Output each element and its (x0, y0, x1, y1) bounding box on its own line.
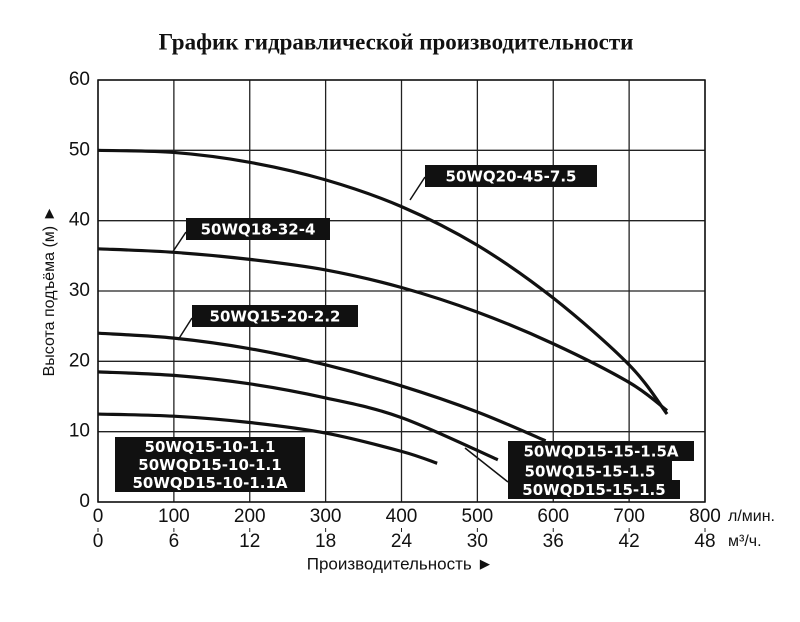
x2-tick-label: 0 (93, 531, 104, 552)
series-label-box (192, 305, 358, 327)
y-tick-label: 30 (69, 280, 90, 301)
annotation-box (115, 455, 305, 474)
y-tick-label: 10 (69, 421, 90, 442)
x-axis-label: Производительность ► (307, 554, 494, 573)
x2-tick-label: 12 (239, 531, 260, 552)
y-tick-label: 40 (69, 210, 90, 231)
curve (97, 148, 669, 416)
annotation: 50WQD15-10-1.1A (132, 474, 287, 492)
x-unit: л/мин. (728, 508, 775, 525)
annotation-box (508, 480, 680, 499)
annotation: 50WQ15-10-1.1 (145, 438, 276, 456)
leader-line (171, 231, 187, 254)
series-label-box (186, 218, 330, 240)
annotation-box (508, 441, 694, 461)
x2-unit: м³/ч. (728, 533, 762, 550)
x2-tick-label: 18 (315, 531, 336, 552)
annotation-box (115, 473, 305, 492)
curve (97, 370, 499, 462)
annotation-box (508, 461, 672, 481)
curve (97, 247, 669, 412)
x2-tick-label: 24 (391, 531, 413, 552)
y-tick-label: 60 (69, 69, 90, 90)
leader-line (409, 176, 426, 201)
x2-tick-label: 30 (467, 531, 488, 552)
x-tick-label: 800 (689, 506, 721, 527)
curve (97, 412, 438, 465)
x2-tick-label: 6 (169, 531, 180, 552)
annotation: 50WQD15-15-1.5A (523, 443, 678, 461)
leader-line (464, 447, 509, 483)
series-label: 50WQ15-20-2.2 (210, 308, 341, 326)
annotation: 50WQ15-15-1.5 (525, 463, 656, 481)
series-label: 50WQ18-32-4 (201, 221, 316, 239)
x2-tick-label: 36 (543, 531, 564, 552)
annotation: 50WQD15-15-1.5 (522, 481, 665, 499)
annotation-box (115, 437, 305, 456)
x-tick-label: 500 (462, 506, 494, 527)
x-tick-label: 600 (537, 506, 569, 527)
leader-line (177, 317, 193, 341)
x-tick-label: 300 (310, 506, 342, 527)
y-tick-label: 0 (79, 491, 90, 512)
x-tick-label: 100 (158, 506, 190, 527)
curve (97, 331, 547, 443)
y-axis-label: Высота подъёма (м) ► (41, 206, 58, 377)
series-label: 50WQ20-45-7.5 (446, 168, 577, 186)
y-tick-label: 50 (69, 139, 90, 160)
y-tick-label: 20 (69, 350, 90, 371)
series-label-box (425, 165, 597, 187)
x-tick-label: 0 (93, 506, 104, 527)
chart-title: График гидравлической производительности (159, 29, 634, 54)
x-tick-label: 200 (234, 506, 266, 527)
annotation: 50WQD15-10-1.1 (138, 456, 281, 474)
x2-tick-label: 48 (694, 531, 715, 552)
x2-tick-label: 42 (619, 531, 640, 552)
x-tick-label: 700 (613, 506, 645, 527)
plot-border (97, 79, 706, 503)
x-tick-label: 400 (386, 506, 418, 527)
